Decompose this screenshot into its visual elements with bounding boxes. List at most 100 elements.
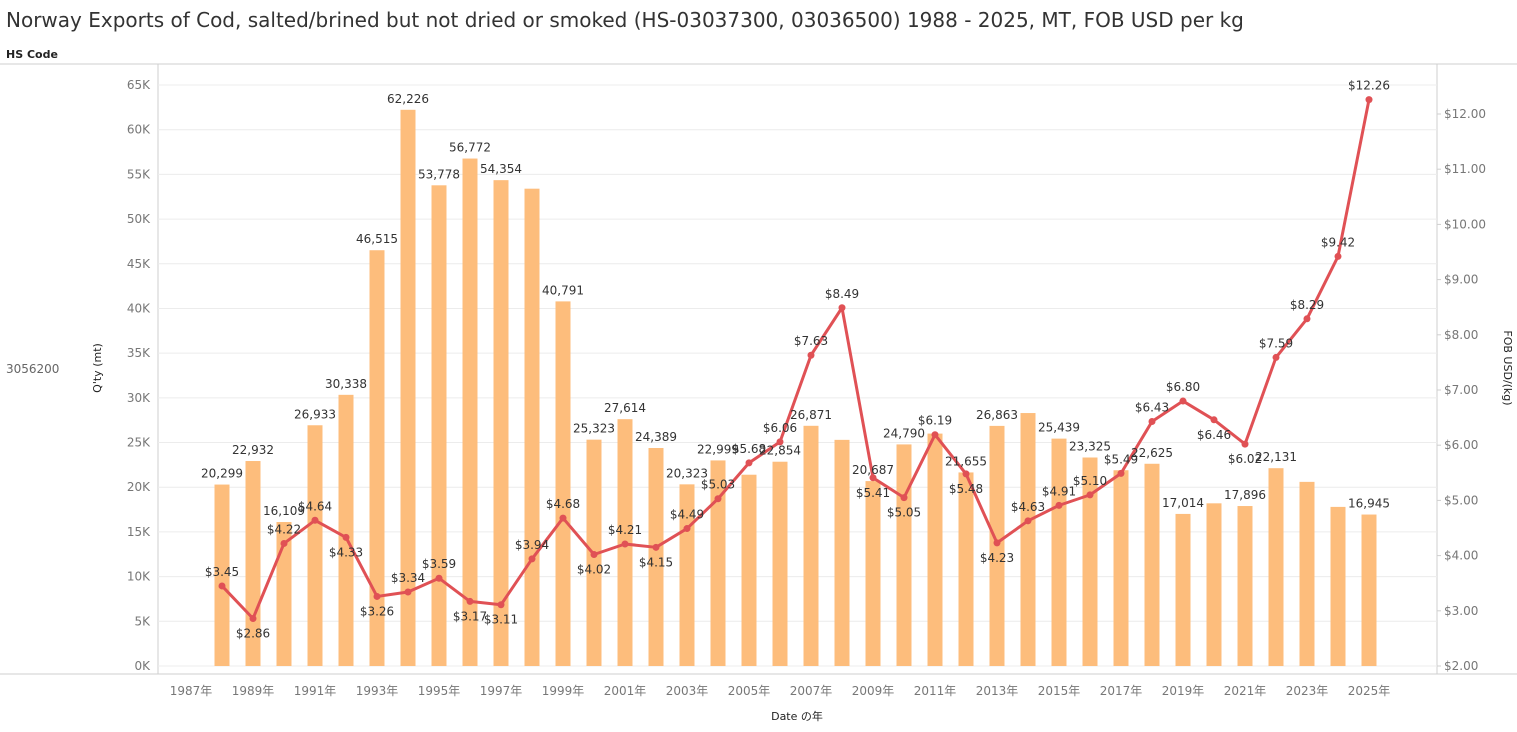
right-tick-label: $2.00 xyxy=(1444,659,1478,673)
price-point xyxy=(1272,353,1280,361)
bar xyxy=(1206,503,1222,666)
bar-value-label: 22,131 xyxy=(1255,450,1297,464)
bar-value-label: 25,323 xyxy=(573,422,615,436)
price-point xyxy=(1210,416,1218,424)
left-tick-label: 35K xyxy=(127,346,151,360)
right-tick-label: $11.00 xyxy=(1444,162,1486,176)
bar xyxy=(524,188,540,666)
price-value-label: $7.63 xyxy=(794,334,828,348)
price-value-label: $5.68 xyxy=(732,442,766,456)
bar-value-label: 16,109 xyxy=(263,504,305,518)
price-value-label: $6.19 xyxy=(918,414,952,428)
left-tick-label: 55K xyxy=(127,167,151,181)
price-value-labels: $3.45 $2.86 $4.22 $4.64 $4.33 $3.26 $3.34$3.59… xyxy=(205,79,1390,641)
right-tick-label: $3.00 xyxy=(1444,604,1478,618)
price-value-label: $6.80 xyxy=(1166,380,1200,394)
bar xyxy=(1268,468,1284,666)
bar-value-label: 53,778 xyxy=(418,167,460,181)
bar xyxy=(834,439,850,666)
price-point xyxy=(1241,440,1249,448)
price-value-label: $4.21 xyxy=(608,523,642,537)
price-value-label: $3.45 xyxy=(205,565,239,579)
bar-value-label: 22,932 xyxy=(232,443,274,457)
bar-value-label: 24,790 xyxy=(883,426,925,440)
price-point xyxy=(404,588,412,596)
price-value-label: $4.22 xyxy=(267,522,301,536)
x-axis-title: Date の年 xyxy=(771,709,823,723)
bar-value-label: 25,439 xyxy=(1038,421,1080,435)
bar xyxy=(400,109,416,667)
price-value-label: $5.49 xyxy=(1104,452,1138,466)
bar xyxy=(214,484,230,666)
price-value-label: $8.49 xyxy=(825,287,859,301)
price-value-label: $4.64 xyxy=(298,499,332,513)
price-point xyxy=(869,474,877,482)
hs-code-value: 3056200 xyxy=(6,362,60,376)
bar xyxy=(1361,514,1377,666)
x-tick-label: 1989年 xyxy=(232,684,275,698)
right-tick-label: $8.00 xyxy=(1444,328,1478,342)
x-tick-label: 2001年 xyxy=(604,684,647,698)
price-line xyxy=(220,99,1371,621)
price-value-label: $5.05 xyxy=(887,506,921,520)
bars-qty xyxy=(214,109,1377,667)
price-value-label: $3.17 xyxy=(453,609,487,623)
bar-value-label: 22,854 xyxy=(759,444,801,458)
bar xyxy=(462,158,478,666)
price-point xyxy=(1117,469,1125,477)
x-tick-label: 2023年 xyxy=(1286,684,1329,698)
bar xyxy=(1144,463,1160,666)
right-tick-label: $9.00 xyxy=(1444,273,1478,287)
price-point xyxy=(962,470,970,478)
bar-value-label: 17,896 xyxy=(1224,488,1266,502)
bar xyxy=(1330,506,1346,666)
price-point xyxy=(807,351,815,359)
x-tick-label: 2009年 xyxy=(852,684,895,698)
bar xyxy=(431,185,447,666)
x-tick-label: 2013年 xyxy=(976,684,1019,698)
bar-value-label: 20,323 xyxy=(666,466,708,480)
left-tick-label: 45K xyxy=(127,257,151,271)
price-point xyxy=(745,459,753,467)
price-value-label: $12.26 xyxy=(1348,79,1390,93)
bar-value-label: 40,791 xyxy=(542,283,584,297)
x-tick-label: 2025年 xyxy=(1348,684,1391,698)
x-tick-label: 2015年 xyxy=(1038,684,1081,698)
bar xyxy=(927,433,943,666)
x-tick-label: 2005年 xyxy=(728,684,771,698)
left-tick-label: 10K xyxy=(127,570,151,584)
bar xyxy=(741,474,757,666)
bar-value-label: 22,999 xyxy=(697,442,739,456)
bar-value-label: 26,863 xyxy=(976,408,1018,422)
price-point xyxy=(1024,517,1032,525)
price-value-label: $6.02 xyxy=(1228,452,1262,466)
price-value-label: $4.02 xyxy=(577,562,611,576)
bar xyxy=(493,180,509,666)
price-value-label: $3.34 xyxy=(391,571,425,585)
bar-value-label: 16,945 xyxy=(1348,497,1390,511)
price-value-label: $4.23 xyxy=(980,551,1014,565)
bar-value-label: 20,687 xyxy=(852,463,894,477)
bar-value-label: 17,014 xyxy=(1162,496,1204,510)
price-value-label: $2.86 xyxy=(236,627,270,641)
x-tick-label: 1995年 xyxy=(418,684,461,698)
x-tick-label: 1987年 xyxy=(170,684,213,698)
bar xyxy=(772,461,788,666)
price-value-label: $5.10 xyxy=(1073,474,1107,488)
price-point xyxy=(466,597,474,605)
bar xyxy=(803,425,819,666)
price-point xyxy=(497,601,505,609)
bar-value-label: 23,325 xyxy=(1069,440,1111,454)
price-value-label: $7.59 xyxy=(1259,336,1293,350)
bar xyxy=(896,444,912,666)
price-point xyxy=(776,438,784,446)
left-tick-label: 65K xyxy=(127,78,151,92)
bar xyxy=(307,425,323,666)
bar-value-label: 54,354 xyxy=(480,162,522,176)
left-tick-label: 20K xyxy=(127,480,151,494)
price-value-label: $3.94 xyxy=(515,538,549,552)
bar xyxy=(648,447,664,666)
price-point xyxy=(1148,417,1156,425)
price-value-label: $6.43 xyxy=(1135,400,1169,414)
